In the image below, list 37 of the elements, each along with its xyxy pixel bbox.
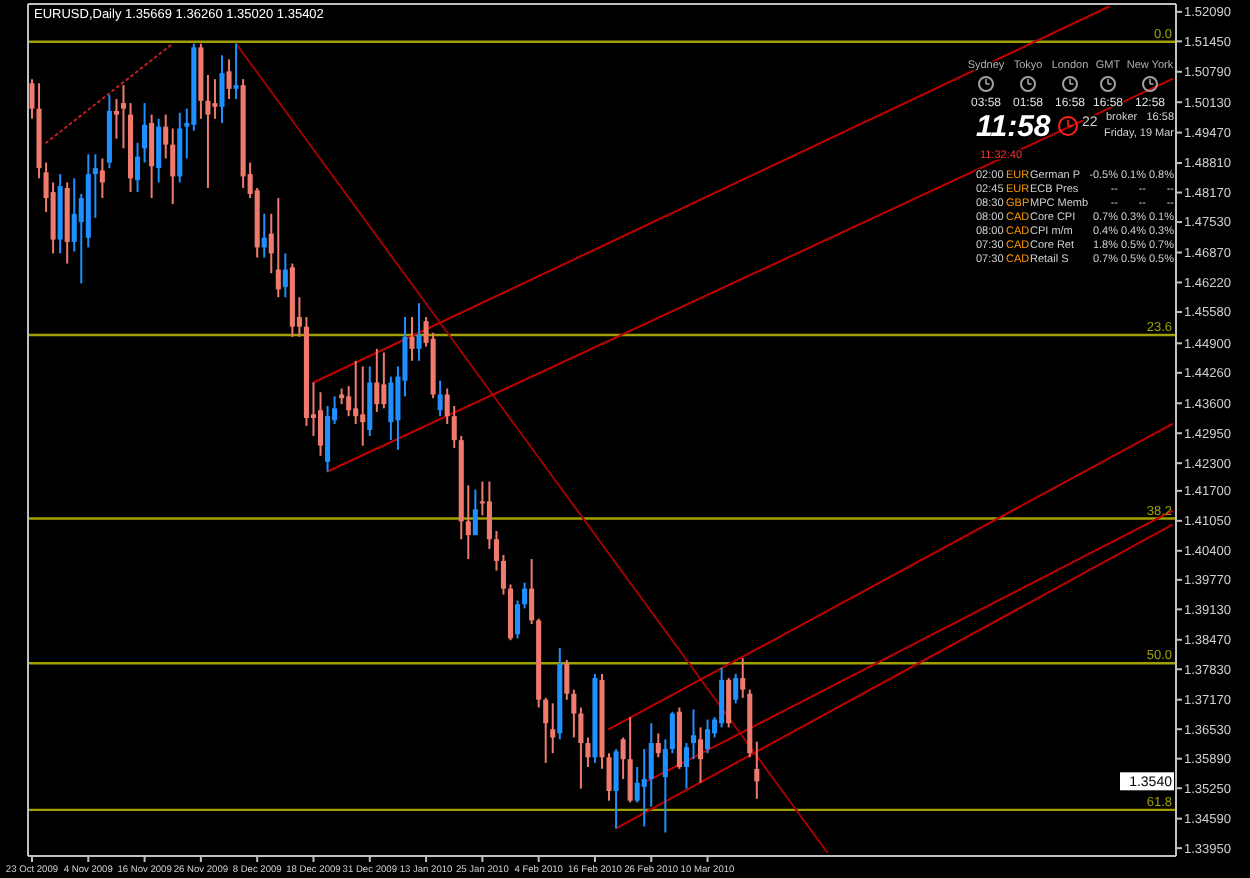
candlestick	[627, 716, 633, 804]
candlestick	[705, 718, 711, 755]
annotation: 11:58	[976, 110, 1052, 144]
candlestick	[226, 58, 232, 100]
candlestick	[754, 740, 760, 800]
candlestick	[233, 42, 239, 100]
candlestick	[99, 157, 105, 200]
candlestick	[261, 212, 267, 259]
candlestick	[697, 726, 704, 784]
candlestick	[367, 365, 373, 437]
candlestick	[374, 347, 380, 414]
candlestick	[360, 365, 366, 447]
candlestick	[550, 702, 556, 755]
candlestick	[275, 197, 281, 299]
candlestick	[282, 252, 288, 299]
candlestick	[317, 391, 324, 457]
candlestick	[353, 359, 359, 426]
candlestick	[690, 708, 697, 761]
candlestick	[212, 78, 218, 120]
candlestick	[409, 316, 415, 362]
candlestick	[120, 84, 127, 150]
candlestick	[648, 722, 654, 808]
candlestick	[149, 113, 155, 200]
candlestick	[156, 117, 162, 184]
candlestick	[472, 488, 478, 537]
candlestick	[655, 732, 661, 759]
candlestick	[381, 351, 387, 410]
candlestick	[177, 111, 183, 184]
candlestick	[346, 385, 352, 418]
candlestick	[416, 302, 422, 362]
candlestick	[388, 375, 394, 442]
candlestick	[613, 748, 619, 830]
candlestick	[733, 672, 739, 705]
candlestick	[726, 677, 732, 729]
candlestick	[437, 379, 443, 418]
candlestick	[325, 405, 331, 473]
candlestick	[219, 54, 225, 124]
